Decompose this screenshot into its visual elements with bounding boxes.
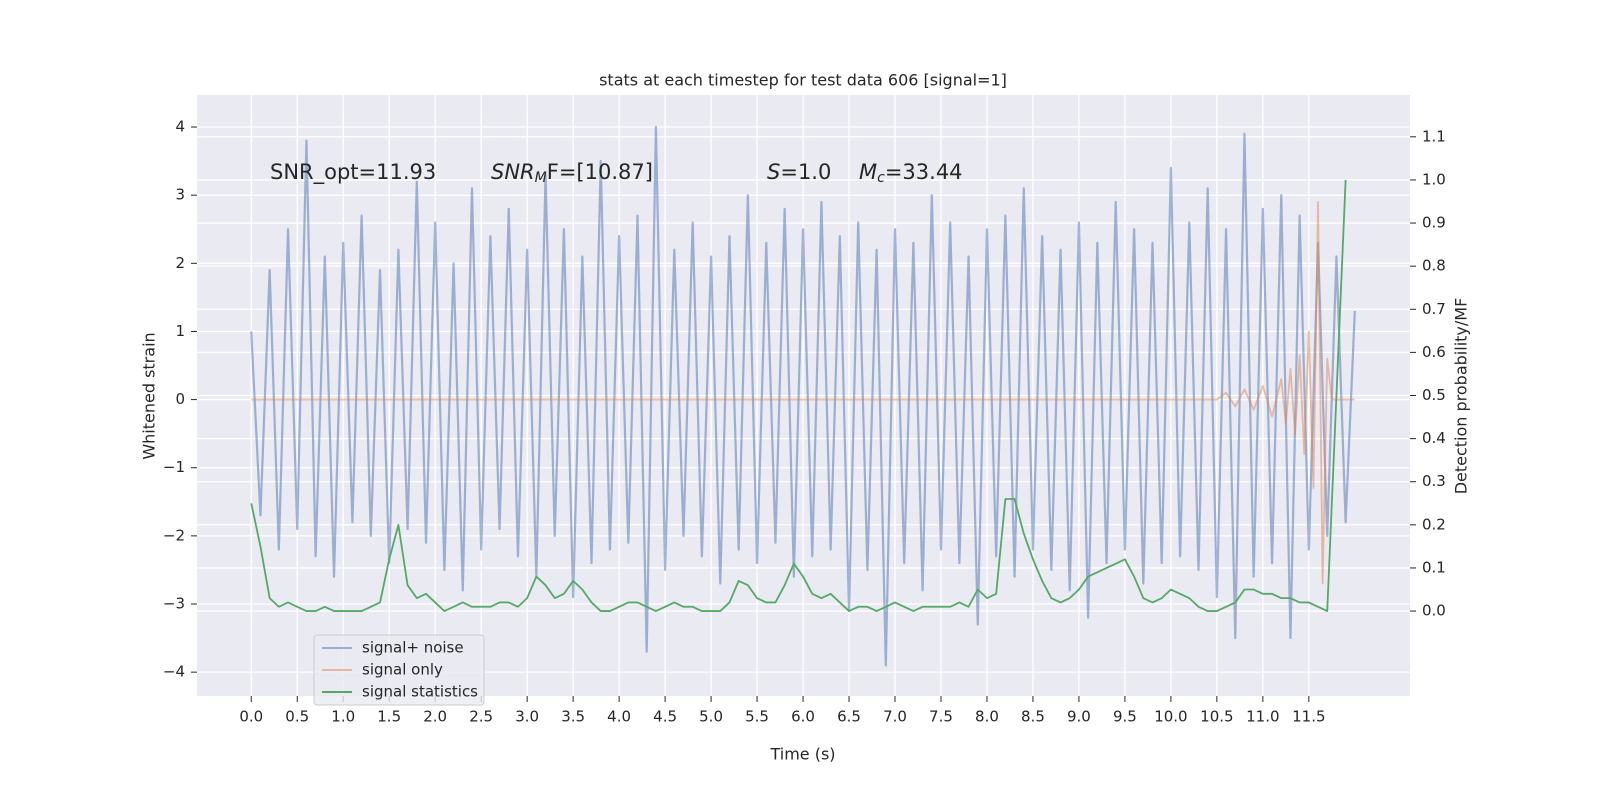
x-tick-label: 6.0 [791,708,815,726]
y2-tick-label: 0.3 [1422,472,1446,490]
y-tick-label: 2 [175,254,185,272]
y-tick-label: 1 [175,322,185,340]
y-tick-label: −2 [163,526,185,544]
y2-tick-label: 0.0 [1422,602,1446,620]
series-line [250,125,1356,667]
series-line [250,179,1347,612]
y2-tick-label: 0.9 [1422,214,1446,232]
x-tick-label: 7.5 [929,708,953,726]
legend-label: signal statistics [362,683,478,701]
y2-tick-label: 0.8 [1422,257,1446,275]
annotation: SNRMF=[10.87] [491,160,653,186]
chart-title: stats at each timestep for test data 606… [599,71,1007,90]
annotation-part: SNR_opt=11.93 [270,160,436,185]
annotation-part: M [535,170,547,186]
y-tick-label: 4 [175,118,185,136]
y2-tick-label: 0.6 [1422,343,1446,361]
y2-tick-label: 1.0 [1422,170,1446,188]
x-tick-label: 4.0 [607,708,631,726]
annotation-part: F=[10.87] [547,160,653,184]
x-tick-label: 8.5 [1021,708,1045,726]
annotation: SNR_opt=11.93 [270,160,436,185]
y2-tick-label: 0.7 [1422,300,1446,318]
x-axis-label: Time (s) [769,745,835,764]
x-tick-label: 4.5 [653,708,677,726]
x-tick-label: 5.0 [699,708,723,726]
x-tick-label: 9.5 [1113,708,1137,726]
annotation: S=1.0 [767,160,831,184]
annotation-part: =33.44 [885,160,963,184]
y-tick-label: 0 [175,390,185,408]
y-tick-label: −4 [163,663,185,681]
y-tick-label: 3 [175,186,185,204]
x-tick-label: 3.5 [561,708,585,726]
y2-tick-label: 0.2 [1422,515,1446,533]
x-tick-label: 2.0 [423,708,447,726]
annotation-part: c [877,170,885,186]
x-tick-label: 1.5 [377,708,401,726]
x-tick-label: 0.0 [239,708,263,726]
annotation: Mc=33.44 [859,160,963,186]
legend-label: signal only [362,661,443,679]
annotation-part: S [767,160,780,184]
x-tick-label: 6.5 [837,708,861,726]
x-tick-label: 11.5 [1292,708,1325,726]
x-tick-label: 0.5 [285,708,309,726]
annotation-part: =1.0 [780,160,831,184]
y-tick-label: −1 [163,458,185,476]
x-tick-label: 1.0 [331,708,355,726]
x-tick-label: 10.5 [1200,708,1233,726]
x-tick-label: 8.0 [975,708,999,726]
y2-tick-label: 1.1 [1422,127,1446,145]
x-tick-label: 5.5 [745,708,769,726]
y2-tick-label: 0.5 [1422,386,1446,404]
x-tick-label: 11.0 [1246,708,1279,726]
annotation-part: SNR [491,160,535,184]
y2-tick-label: 0.4 [1422,429,1446,447]
y-tick-label: −3 [163,595,185,613]
y2-tick-label: 0.1 [1422,558,1446,576]
series-line [251,201,1355,585]
x-tick-label: 9.0 [1067,708,1091,726]
legend-box [313,634,485,706]
y-axis-label: Whitened strain [140,332,159,459]
y2-axis-label: Detection probability/MF [1452,298,1471,495]
legend-label: signal+ noise [362,639,464,657]
x-tick-label: 3.0 [515,708,539,726]
x-tick-label: 10.0 [1154,708,1187,726]
annotation-part: M [859,160,877,184]
x-tick-label: 7.0 [883,708,907,726]
x-tick-label: 2.5 [469,708,493,726]
